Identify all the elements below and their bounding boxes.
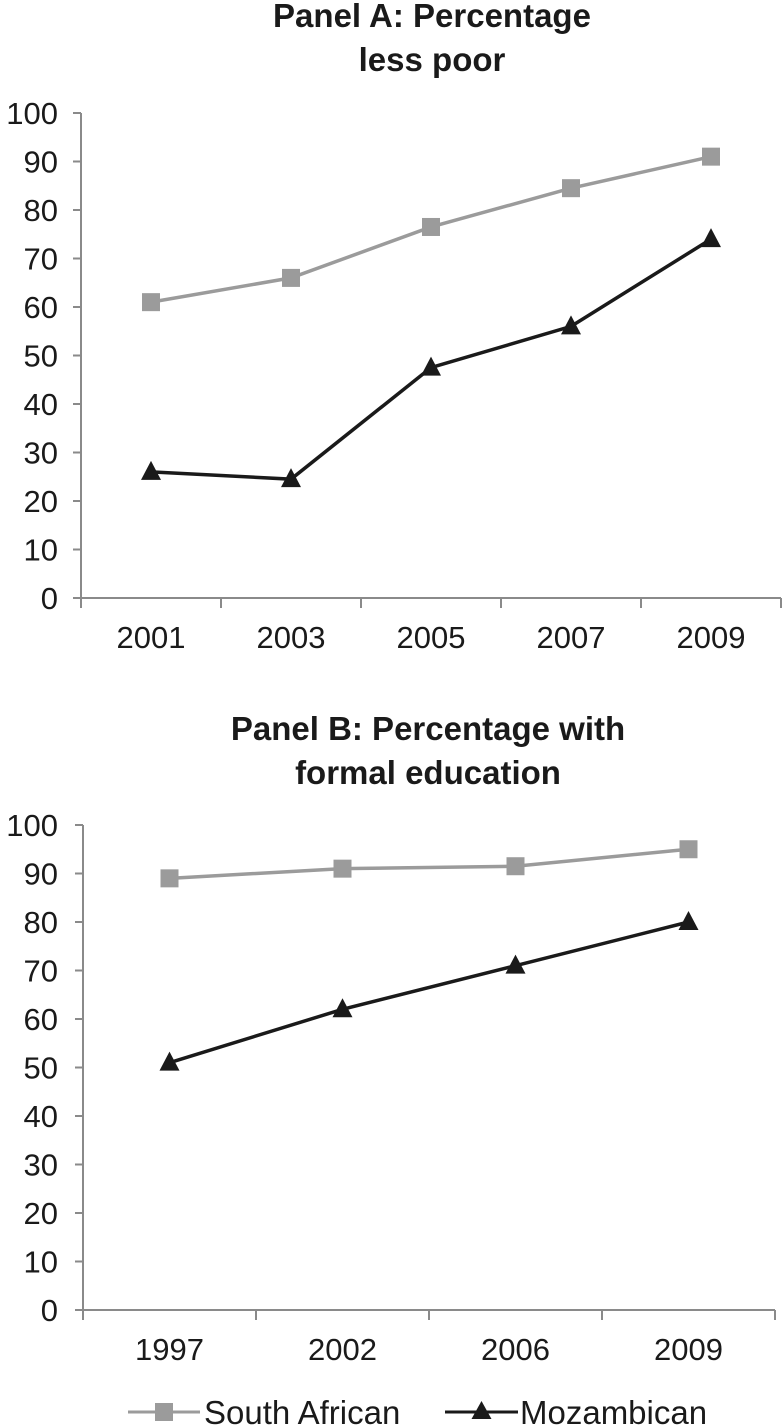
panel-b-series-mozambican-point bbox=[678, 911, 699, 930]
panel-b-x-tick-label: 1997 bbox=[135, 1332, 204, 1367]
panel-a-y-tick-label: 90 bbox=[24, 145, 58, 180]
panel-a-series-south-african-point bbox=[142, 293, 160, 312]
legend-mozambican-label: Mozambican bbox=[520, 1394, 707, 1427]
panel-b-y-tick-label: 70 bbox=[24, 954, 58, 989]
panel-b-y-tick-label: 10 bbox=[24, 1245, 58, 1280]
panel-b-series-mozambican-point bbox=[505, 954, 526, 974]
legend: South African Mozambican bbox=[128, 1394, 707, 1427]
panel-b-x-tick-label: 2009 bbox=[654, 1332, 723, 1367]
panel-b-series-south-african-line bbox=[169, 847, 689, 881]
panel-a-series-south-african-point bbox=[422, 217, 440, 236]
panel-b-x-tick-label: 2002 bbox=[308, 1332, 377, 1367]
legend-south-african-marker bbox=[155, 1403, 173, 1421]
panel-a-x-tick-label: 2003 bbox=[257, 620, 326, 655]
panel-a-series-south-african-point bbox=[702, 147, 720, 166]
panel-b-y-tick-label: 100 bbox=[6, 808, 58, 843]
panel-a-series-south-african-point bbox=[562, 179, 580, 198]
panel-a-x-tick-label: 2009 bbox=[677, 620, 746, 655]
panel-a-y-tick-label: 80 bbox=[24, 193, 58, 228]
panel-b-y-tick-label: 80 bbox=[24, 905, 58, 940]
panel-a-title-line-1: Panel A: Percentage bbox=[273, 0, 591, 34]
panel-b-y-tick-label: 60 bbox=[24, 1002, 58, 1037]
panel-a-x-tick-label: 2007 bbox=[537, 620, 606, 655]
panel-a-series-mozambican-point bbox=[141, 460, 161, 480]
panel-b-y-tick-label: 30 bbox=[24, 1148, 58, 1183]
legend-mozambican-marker bbox=[471, 1401, 492, 1419]
panel-b-series-mozambican-point bbox=[159, 1051, 180, 1071]
panel-b-y-tick-label: 90 bbox=[24, 857, 58, 892]
panel-b-y-tick-label: 0 bbox=[41, 1293, 58, 1328]
panel-b-y-tick-label: 50 bbox=[24, 1051, 58, 1086]
panel-b-series-mozambican-line bbox=[168, 920, 689, 1065]
panel-a-y-tick-label: 0 bbox=[41, 581, 58, 616]
panel-b-y-tick-label: 40 bbox=[24, 1099, 58, 1134]
panel-a-y-tick-label: 10 bbox=[24, 533, 58, 568]
panel-a-y-tick-label: 100 bbox=[6, 96, 58, 131]
panel-a-title-line-2: less poor bbox=[359, 41, 506, 78]
panel-b-series-mozambican-point bbox=[332, 998, 353, 1018]
panel-a-series-mozambican-point bbox=[701, 228, 721, 248]
panel-a-series-mozambican-point bbox=[561, 315, 581, 335]
panel-a-y-tick-label: 60 bbox=[24, 290, 58, 325]
panel-a-x-tick-label: 2001 bbox=[117, 620, 186, 655]
panel-b-title-line-1: Panel B: Percentage with bbox=[231, 710, 625, 747]
panel-a-y-tick-label: 30 bbox=[24, 436, 58, 471]
panel-b-chart: Panel B: Percentage with formal educatio… bbox=[6, 710, 776, 1367]
panel-a-series-mozambican-point bbox=[281, 468, 301, 488]
panel-b-title-line-2: formal education bbox=[295, 754, 561, 791]
panel-b-series-south-african-point bbox=[679, 840, 698, 859]
panel-b-x-tick-label: 2006 bbox=[481, 1332, 550, 1367]
legend-south-african-label: South African bbox=[204, 1394, 400, 1427]
panel-b-series-south-african-point bbox=[333, 859, 352, 878]
panel-a-chart: Panel A: Percentage less poor 0 10 20 30 40 5… bbox=[6, 0, 782, 655]
panel-a-y-tick-label: 40 bbox=[24, 387, 58, 422]
panel-a-y-tick-label: 50 bbox=[24, 339, 58, 374]
panel-a-series-mozambican-point bbox=[421, 356, 441, 376]
panel-a-y-tick-label: 70 bbox=[24, 242, 58, 277]
panel-b-series-south-african-point bbox=[160, 869, 179, 888]
panel-b-series-south-african-point bbox=[506, 857, 525, 876]
panel-a-x-tick-label: 2005 bbox=[397, 620, 466, 655]
panel-a-series-south-african-point bbox=[282, 268, 300, 287]
panel-b-y-tick-label: 20 bbox=[24, 1196, 58, 1231]
panel-a-y-tick-label: 20 bbox=[24, 484, 58, 519]
